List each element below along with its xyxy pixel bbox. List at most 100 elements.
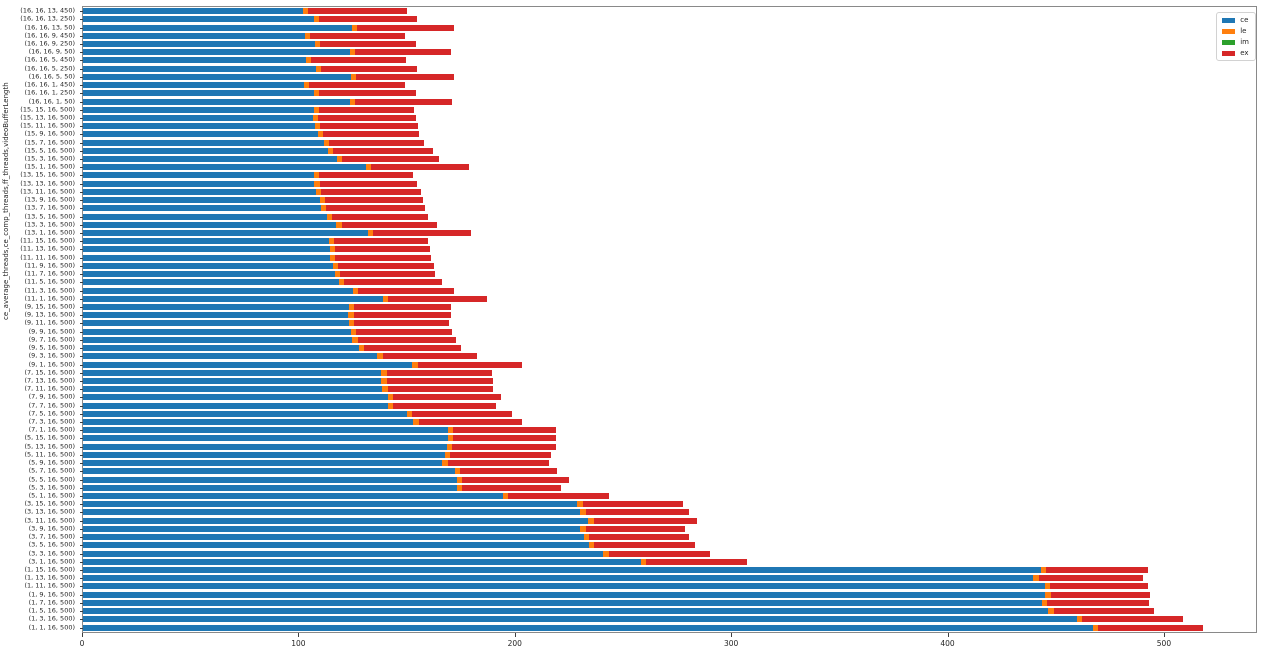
bar-segment-ce bbox=[83, 312, 349, 319]
bar-row: (9, 5, 16, 500) bbox=[29, 344, 1256, 352]
bar-segment-ce bbox=[83, 386, 383, 393]
bar-segment-ce bbox=[83, 575, 1034, 582]
bar-row: (9, 9, 16, 500) bbox=[29, 328, 1256, 336]
stacked-bar bbox=[83, 419, 1256, 426]
stacked-bar bbox=[83, 575, 1256, 582]
bar-segment-le bbox=[588, 542, 595, 549]
y-tick-label: (16, 16, 13, 450) bbox=[20, 6, 75, 15]
bar-row: (7, 3, 16, 500) bbox=[29, 418, 1256, 426]
y-tick-mark bbox=[80, 331, 83, 333]
bar-segment-ex bbox=[364, 345, 461, 352]
stacked-bar bbox=[83, 213, 1256, 220]
y-tick-mark bbox=[80, 364, 83, 366]
stacked-bar bbox=[83, 336, 1256, 343]
bar-segment-ce bbox=[83, 616, 1077, 623]
bar-row: (9, 15, 16, 500) bbox=[24, 303, 1256, 311]
bar-segment-le bbox=[580, 525, 586, 532]
stacked-bar bbox=[83, 353, 1256, 360]
bar-segment-le bbox=[319, 197, 326, 204]
stacked-bar bbox=[83, 8, 1256, 15]
stacked-bar bbox=[83, 205, 1256, 212]
bar-segment-ce bbox=[83, 180, 315, 187]
bar-segment-ex bbox=[608, 550, 710, 557]
bar-segment-le bbox=[317, 131, 324, 138]
y-tick-label: (9, 13, 16, 500) bbox=[24, 310, 75, 319]
bar-segment-le bbox=[1045, 591, 1051, 598]
bar-segment-ex bbox=[321, 188, 421, 195]
stacked-bar bbox=[83, 566, 1256, 573]
bar-segment-ex bbox=[356, 328, 453, 335]
bar-segment-ce bbox=[83, 205, 321, 212]
bar-segment-ce bbox=[83, 147, 328, 154]
bar-segment-ce bbox=[83, 501, 578, 508]
stacked-bar bbox=[83, 484, 1256, 491]
y-tick-label: (13, 15, 16, 500) bbox=[20, 170, 75, 179]
bar-segment-ce bbox=[83, 139, 324, 146]
bar-segment-ex bbox=[333, 147, 433, 154]
bar-row: (1, 9, 16, 500) bbox=[29, 591, 1256, 599]
bar-segment-le bbox=[446, 443, 452, 450]
bar-segment-le bbox=[350, 328, 357, 335]
bar-segment-ex bbox=[593, 517, 698, 524]
stacked-bar bbox=[83, 262, 1256, 269]
stacked-bar bbox=[83, 345, 1256, 352]
y-tick-mark bbox=[80, 315, 83, 317]
y-tick-mark bbox=[80, 241, 83, 243]
y-tick-mark bbox=[80, 627, 83, 629]
y-tick-mark bbox=[80, 323, 83, 325]
y-tick-mark bbox=[80, 528, 83, 530]
y-tick-mark bbox=[80, 602, 83, 604]
y-tick-label: (7, 13, 16, 500) bbox=[24, 376, 75, 385]
bar-segment-le bbox=[367, 230, 373, 237]
y-tick-mark bbox=[80, 290, 83, 292]
legend-entry: ex bbox=[1222, 49, 1249, 57]
stacked-bar bbox=[83, 517, 1256, 524]
bar-segment-le bbox=[348, 303, 355, 310]
y-tick-mark bbox=[80, 52, 83, 54]
y-tick-label: (15, 11, 16, 500) bbox=[20, 121, 75, 130]
y-tick-mark bbox=[80, 150, 83, 152]
y-tick-mark bbox=[80, 553, 83, 555]
y-tick-label: (1, 3, 16, 500) bbox=[28, 614, 75, 623]
bar-segment-le bbox=[302, 8, 309, 15]
y-tick-label: (15, 5, 16, 500) bbox=[24, 146, 75, 155]
bar-segment-ce bbox=[83, 197, 320, 204]
y-tick-label: (15, 7, 16, 500) bbox=[24, 138, 75, 147]
bar-segment-le bbox=[381, 369, 387, 376]
bar-segment-le bbox=[388, 402, 394, 409]
stacked-bar bbox=[83, 328, 1256, 335]
bar-segment-le bbox=[352, 336, 358, 343]
bar-segment-ce bbox=[83, 402, 389, 409]
bar-segment-le bbox=[388, 394, 394, 401]
bar-segment-ce bbox=[83, 369, 382, 376]
bar-segment-le bbox=[312, 114, 319, 121]
x-tick-mark bbox=[82, 633, 83, 637]
bar-segment-ex bbox=[320, 123, 418, 130]
bar-row: (16, 16, 1, 50) bbox=[29, 97, 1256, 105]
y-tick-mark bbox=[80, 191, 83, 193]
bar-segment-ex bbox=[329, 139, 424, 146]
stacked-bar bbox=[83, 230, 1256, 237]
bar-segment-le bbox=[336, 221, 342, 228]
bar-row: (5, 7, 16, 500) bbox=[29, 467, 1256, 475]
bar-segment-le bbox=[1044, 583, 1050, 590]
bar-segment-le bbox=[377, 353, 383, 360]
y-tick-mark bbox=[80, 109, 83, 111]
bar-segment-ex bbox=[1038, 575, 1143, 582]
y-tick-mark bbox=[80, 504, 83, 506]
y-tick-mark bbox=[80, 520, 83, 522]
bar-segment-ex bbox=[585, 525, 686, 532]
y-tick-label: (15, 15, 16, 500) bbox=[20, 105, 75, 114]
y-tick-label: (5, 5, 16, 500) bbox=[28, 475, 75, 484]
stacked-bar bbox=[83, 558, 1256, 565]
bar-segment-ex bbox=[451, 443, 556, 450]
bar-row: (5, 9, 16, 500) bbox=[29, 459, 1256, 467]
bar-segment-ce bbox=[83, 73, 351, 80]
y-tick-mark bbox=[80, 545, 83, 547]
bar-row: (9, 13, 16, 500) bbox=[24, 311, 1256, 319]
stacked-bar bbox=[83, 156, 1256, 163]
stacked-bar bbox=[83, 402, 1256, 409]
y-tick-mark bbox=[80, 11, 83, 13]
bar-segment-ex bbox=[388, 295, 487, 302]
bar-row: (5, 3, 16, 500) bbox=[29, 484, 1256, 492]
